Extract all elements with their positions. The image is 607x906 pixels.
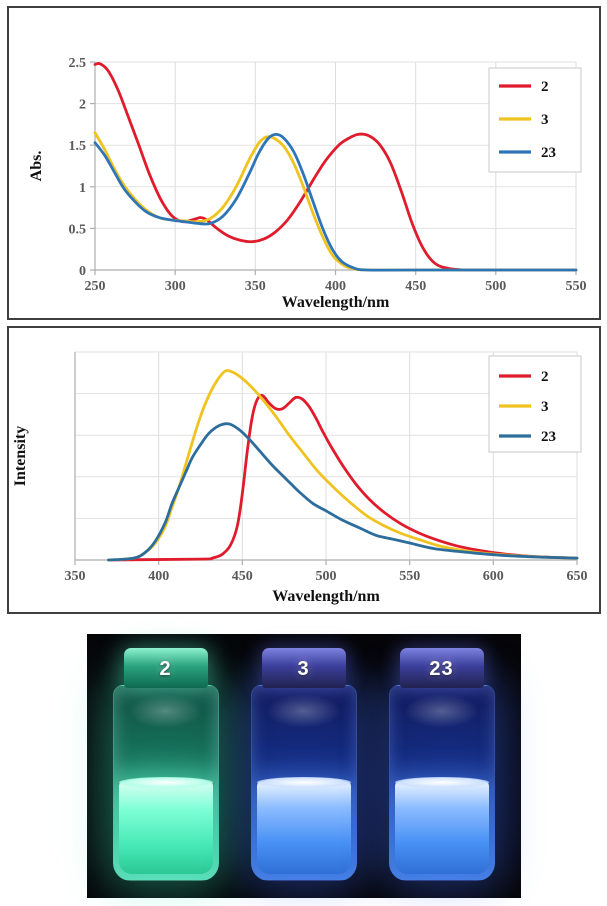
svg-text:400: 400	[148, 569, 169, 584]
svg-text:650: 650	[567, 569, 588, 584]
x-axis-title: Wavelength/nm	[282, 294, 390, 311]
svg-text:350: 350	[65, 569, 86, 584]
emission-chart-card: 350 400 450 500 550 600 650 Wavelength/nm Intens…	[6, 326, 601, 614]
x-tick-labels: 350 400 450 500 550 600 650	[65, 569, 588, 584]
series-23	[93, 133, 578, 272]
vial-23-liquid	[394, 777, 489, 874]
vial-23-body	[388, 685, 495, 881]
y-axis-title: Intensity	[12, 426, 29, 486]
svg-text:400: 400	[325, 279, 346, 294]
svg-text:550: 550	[566, 279, 587, 294]
vial-3-label: 3	[297, 658, 310, 680]
svg-text:2: 2	[79, 98, 86, 113]
svg-text:2: 2	[541, 369, 549, 385]
vial-2-label: 2	[159, 658, 172, 680]
vial-3-cap	[261, 648, 346, 688]
svg-text:350: 350	[245, 279, 266, 294]
y-tick-labels: 0 0.5 1 1.5 2 2.5	[69, 56, 87, 279]
vial-23-cap	[399, 648, 484, 688]
svg-text:23: 23	[541, 145, 556, 161]
vial-23: 23	[387, 648, 497, 886]
vial-2-cap	[123, 648, 208, 688]
svg-text:0.5: 0.5	[69, 222, 87, 237]
uv-photo: 2 3 23	[86, 634, 521, 898]
svg-text:1.5: 1.5	[69, 139, 87, 154]
svg-text:500: 500	[485, 279, 506, 294]
svg-text:450: 450	[405, 279, 426, 294]
svg-text:600: 600	[483, 569, 504, 584]
svg-text:250: 250	[85, 279, 106, 294]
emission-chart: 350 400 450 500 550 600 650 Wavelength/nm Intens…	[12, 351, 588, 605]
svg-text:23: 23	[541, 429, 556, 445]
svg-text:3: 3	[541, 112, 549, 128]
absorbance-chart: 250 300 350 400 450 500 550 0 0.5 1 1.5 2 2.5 Wavelen…	[28, 56, 587, 311]
x-axis-title: Wavelength/nm	[272, 588, 380, 605]
vial-2-liquid	[118, 777, 213, 874]
svg-text:0: 0	[79, 264, 86, 279]
vial-23-label: 23	[429, 658, 454, 680]
y-axis-title: Abs.	[28, 151, 45, 182]
vial-2-body	[112, 685, 219, 881]
x-tick-labels: 250 300 350 400 450 500 550	[85, 279, 587, 294]
svg-text:300: 300	[165, 279, 186, 294]
svg-text:500: 500	[316, 569, 337, 584]
svg-text:550: 550	[399, 569, 420, 584]
vial-3-body	[250, 685, 357, 881]
series-3	[93, 131, 578, 272]
series-23	[107, 422, 579, 562]
absorbance-chart-card: 250 300 350 400 450 500 550 0 0.5 1 1.5 2 2.5 Wavelen…	[6, 6, 601, 320]
vial-3: 3	[249, 648, 359, 886]
svg-text:2: 2	[541, 79, 549, 95]
vial-2: 2	[111, 648, 221, 886]
vial-3-liquid	[256, 777, 351, 874]
figure-page: 250 300 350 400 450 500 550 0 0.5 1 1.5 2 2.5 Wavelen…	[0, 6, 607, 906]
svg-text:2.5: 2.5	[69, 56, 87, 71]
series-2	[93, 61, 578, 272]
series-2	[107, 393, 579, 562]
svg-text:3: 3	[541, 399, 549, 415]
svg-text:1: 1	[79, 181, 86, 196]
svg-text:450: 450	[232, 569, 253, 584]
